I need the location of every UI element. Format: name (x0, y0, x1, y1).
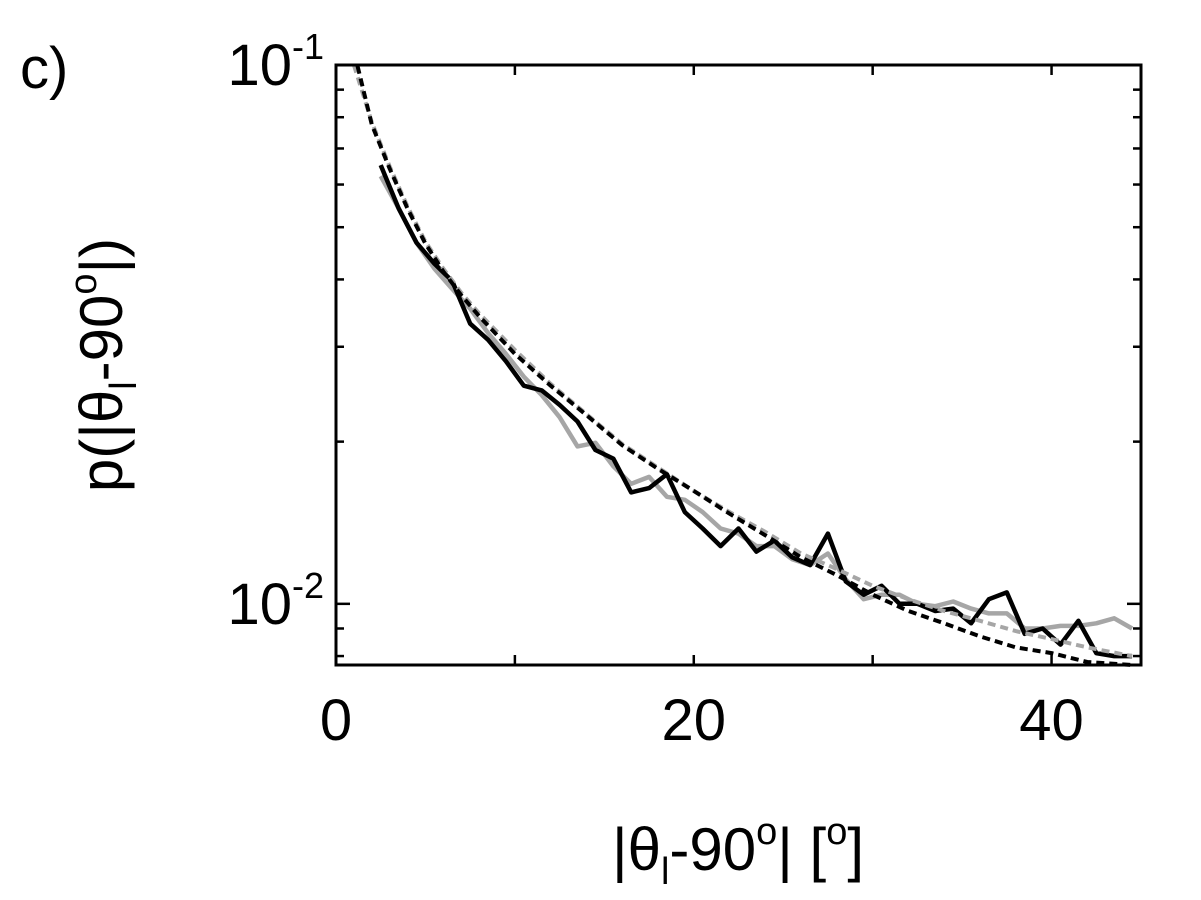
ticks-layer (334, 63, 1141, 665)
x-axis-label-end: ] (847, 816, 864, 883)
x-tick-label: 40 (1019, 688, 1084, 753)
y-tick-label-base: 10 (227, 572, 292, 637)
y-axis-label: p(|θl-90o|) (63, 238, 145, 492)
y-axis-label-sup: o (63, 273, 105, 294)
x-axis-label-sup2: o (826, 811, 847, 853)
y-tick-label: 10-2 (227, 565, 324, 637)
panel-label: c) (20, 36, 68, 101)
plot-area (334, 63, 1143, 667)
series-layer (351, 64, 1134, 667)
x-axis-label-mid: -90 (669, 816, 756, 883)
y-axis-label-mid: -90 (68, 295, 135, 382)
x-axis-label-pre: |θ (612, 816, 661, 883)
series-dashed-gray-line (351, 64, 1133, 659)
x-tick-labels: 0 20 40 (320, 688, 1084, 753)
y-tick-label-exponent: -1 (292, 26, 324, 67)
y-axis-label-end: |) (68, 238, 135, 274)
y-tick-label-exponent: -2 (292, 565, 324, 606)
y-tick-label-base: 10 (227, 33, 292, 98)
series-solid-gray-line (378, 175, 1134, 631)
x-tick-label: 0 (320, 688, 352, 753)
y-tick-label: 10-1 (227, 26, 324, 98)
series-solid-black-line (378, 164, 1133, 659)
x-tick-label: 20 (662, 688, 727, 753)
x-axis-label-post: | [ (777, 816, 826, 883)
series-dashed-black-line (355, 65, 1133, 667)
y-axis-label-pre: p(|θ (68, 390, 135, 492)
axes-box (334, 63, 1143, 667)
x-axis-label-sub: l (661, 851, 669, 893)
y-axis-label-sub: l (103, 381, 145, 389)
x-axis-label: |θl-90o| [o] (612, 811, 864, 893)
y-tick-labels: 10-110-2 (227, 26, 324, 637)
x-axis-label-sup: o (756, 811, 777, 853)
